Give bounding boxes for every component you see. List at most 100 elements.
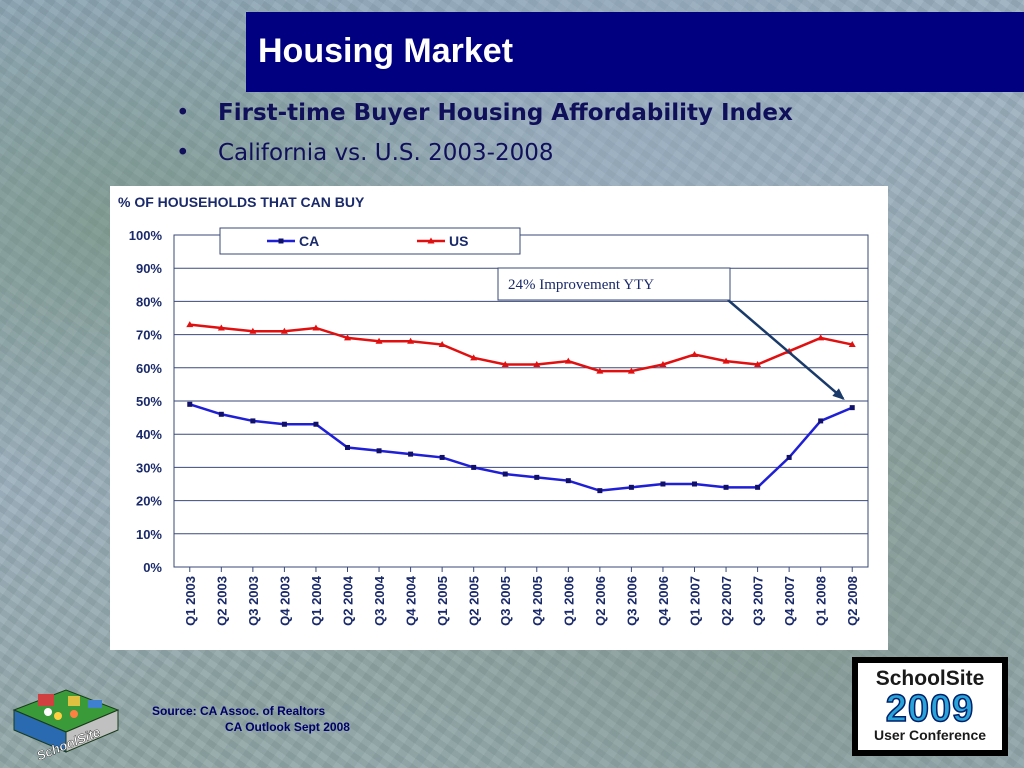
chart-title: % OF HOUSEHOLDS THAT CAN BUY xyxy=(118,194,365,210)
data-point-ca xyxy=(408,451,414,457)
data-point-us xyxy=(848,341,856,348)
bullet-item: • California vs. U.S. 2003-2008 xyxy=(170,140,930,180)
x-tick-label: Q4 2006 xyxy=(656,576,671,626)
x-tick-label: Q4 2004 xyxy=(404,575,419,626)
legend-label: CA xyxy=(299,233,319,249)
x-tick-label: Q3 2004 xyxy=(372,575,387,626)
data-point-ca xyxy=(376,448,382,454)
x-tick-label: Q3 2007 xyxy=(751,576,766,626)
x-tick-label: Q4 2007 xyxy=(782,576,797,626)
x-tick-label: Q1 2008 xyxy=(814,576,829,626)
data-point-ca xyxy=(565,478,571,484)
x-tick-label: Q2 2007 xyxy=(719,576,734,626)
x-tick-label: Q2 2005 xyxy=(467,576,482,626)
y-tick-label: 0% xyxy=(143,560,162,575)
y-tick-label: 10% xyxy=(136,527,162,542)
data-point-us xyxy=(817,334,825,341)
data-point-ca xyxy=(849,405,855,411)
badge-year: 2009 xyxy=(885,688,975,730)
x-tick-label: Q3 2006 xyxy=(624,576,639,626)
schoolsite-isometric-logo-icon: SchoolSite xyxy=(8,680,124,766)
y-tick-label: 90% xyxy=(136,261,162,276)
data-point-us xyxy=(217,324,225,331)
data-point-ca xyxy=(786,454,792,460)
y-tick-label: 70% xyxy=(136,328,162,343)
data-point-ca xyxy=(818,418,824,424)
x-tick-label: Q1 2004 xyxy=(309,575,324,626)
data-point-us xyxy=(249,327,257,334)
bullet-text: First-time Buyer Housing Affordability I… xyxy=(218,100,793,126)
x-tick-label: Q1 2003 xyxy=(183,576,198,626)
data-point-us xyxy=(722,357,730,364)
data-point-us xyxy=(186,321,194,328)
data-point-ca xyxy=(502,471,508,477)
data-point-us xyxy=(470,354,478,361)
data-point-us xyxy=(533,360,541,367)
data-point-ca xyxy=(218,411,224,417)
bullet-text: California vs. U.S. 2003-2008 xyxy=(218,140,554,166)
bullet-list: • First-time Buyer Housing Affordability… xyxy=(170,100,930,180)
data-point-ca xyxy=(250,418,256,424)
data-point-us xyxy=(596,367,604,374)
y-tick-label: 80% xyxy=(136,294,162,309)
source-line: CA Outlook Sept 2008 xyxy=(225,720,350,734)
data-point-us xyxy=(312,324,320,331)
legend-marker xyxy=(427,237,435,244)
x-tick-label: Q1 2007 xyxy=(688,576,703,626)
data-point-ca xyxy=(187,401,193,407)
x-tick-label: Q2 2003 xyxy=(214,576,229,626)
data-point-ca xyxy=(281,421,287,427)
chart-panel: % OF HOUSEHOLDS THAT CAN BUY 0% 10% 20% 30% 4… xyxy=(110,186,888,650)
y-tick-label: 40% xyxy=(136,427,162,442)
data-point-us xyxy=(754,360,762,367)
data-point-us xyxy=(344,334,351,341)
title-bar: Housing Market xyxy=(246,12,1024,92)
x-tick-label: Q3 2003 xyxy=(246,576,261,626)
data-point-ca xyxy=(345,444,350,450)
data-point-ca xyxy=(597,488,603,494)
data-point-us xyxy=(407,337,415,344)
data-point-ca xyxy=(692,481,697,487)
x-tick-label: Q2 2006 xyxy=(593,576,608,626)
x-tick-label: Q2 2008 xyxy=(845,576,860,626)
badge-name: SchoolSite xyxy=(875,667,985,690)
x-tick-label: Q4 2003 xyxy=(277,576,292,626)
data-point-ca xyxy=(755,484,761,490)
source-note: Source: CA Assoc. of Realtors CA Outlook… xyxy=(152,703,350,735)
x-tick-label: Q1 2006 xyxy=(561,576,576,626)
legend-box xyxy=(219,227,521,255)
data-point-us xyxy=(438,341,446,348)
annotation-arrow xyxy=(727,299,845,400)
line-chart: % OF HOUSEHOLDS THAT CAN BUY 0% 10% 20% 30% 4… xyxy=(118,194,869,626)
data-point-us xyxy=(280,327,288,334)
x-tick-label: Q2 2004 xyxy=(341,575,356,626)
x-tick-label: Q3 2005 xyxy=(498,576,513,626)
y-tick-label: 100% xyxy=(129,228,163,243)
x-tick-label: Q4 2005 xyxy=(530,576,545,626)
annotation-box xyxy=(497,267,731,301)
data-point-ca xyxy=(471,464,477,470)
conference-badge: SchoolSite 2009 User Conference xyxy=(852,657,1008,756)
bullet-glyph: • xyxy=(176,100,190,126)
annotation-arrowhead xyxy=(832,388,845,400)
legend-label: US xyxy=(449,233,468,249)
data-point-ca xyxy=(439,454,445,460)
plot-frame xyxy=(173,234,869,568)
data-point-ca xyxy=(660,481,666,487)
y-tick-label: 30% xyxy=(136,460,162,475)
bullet-glyph: • xyxy=(176,140,190,166)
series-line-ca xyxy=(189,403,853,492)
data-point-us xyxy=(659,360,667,367)
data-point-us xyxy=(564,357,572,364)
data-point-ca xyxy=(534,474,540,480)
badge-subtitle: User Conference xyxy=(873,727,987,743)
data-point-us xyxy=(501,360,509,367)
data-point-us xyxy=(627,367,635,374)
slide-title: Housing Market xyxy=(258,32,514,70)
data-point-ca xyxy=(628,484,634,490)
data-point-us xyxy=(691,351,698,358)
y-tick-label: 60% xyxy=(136,361,162,376)
y-tick-label: 50% xyxy=(136,394,162,409)
legend-marker xyxy=(278,238,284,244)
annotation-text: 24% Improvement YTY xyxy=(508,277,654,293)
